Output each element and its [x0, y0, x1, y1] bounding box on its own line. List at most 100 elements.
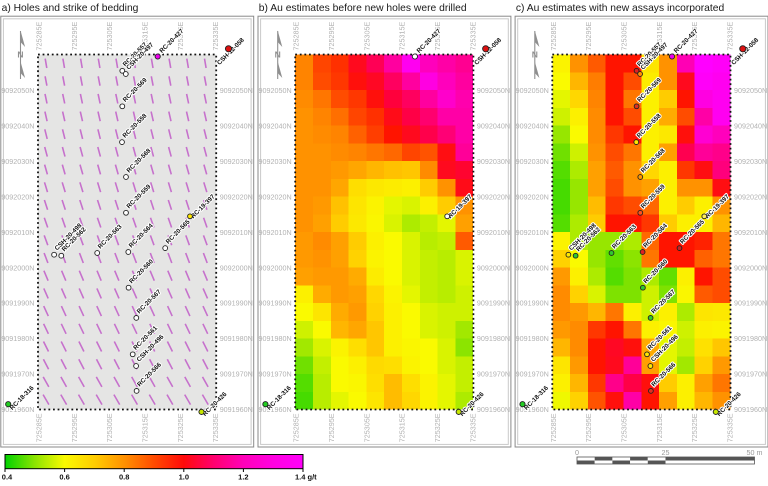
svg-text:9092020N: 9092020N: [477, 192, 510, 201]
svg-text:725335E: 725335E: [726, 413, 735, 442]
svg-text:9092040N: 9092040N: [516, 122, 549, 131]
svg-text:9091970N: 9091970N: [1, 370, 34, 379]
svg-text:9091960N: 9091960N: [259, 405, 292, 414]
svg-text:9092030N: 9092030N: [516, 157, 549, 166]
svg-text:725295E: 725295E: [327, 22, 336, 51]
svg-text:9092010N: 9092010N: [516, 228, 549, 237]
svg-text:725315E: 725315E: [655, 413, 664, 442]
svg-text:9091970N: 9091970N: [477, 370, 510, 379]
svg-text:9092030N: 9092030N: [259, 157, 292, 166]
svg-text:9092040N: 9092040N: [1, 122, 34, 131]
svg-text:725285E: 725285E: [549, 22, 558, 51]
svg-text:9091960N: 9091960N: [220, 405, 253, 414]
svg-text:9092000N: 9092000N: [259, 263, 292, 272]
svg-text:a) Holes and strike of bedding: a) Holes and strike of bedding: [2, 3, 139, 14]
svg-text:9091970N: 9091970N: [516, 370, 549, 379]
svg-text:9092020N: 9092020N: [516, 192, 549, 201]
svg-text:9092000N: 9092000N: [220, 263, 253, 272]
svg-text:1.0: 1.0: [179, 473, 189, 482]
svg-text:9091980N: 9091980N: [1, 334, 34, 343]
svg-text:725305E: 725305E: [620, 22, 629, 51]
svg-text:9091980N: 9091980N: [220, 334, 253, 343]
svg-text:9091990N: 9091990N: [220, 299, 253, 308]
svg-text:725325E: 725325E: [176, 413, 185, 442]
svg-text:725315E: 725315E: [655, 22, 664, 51]
svg-text:b) Au estimates before new hol: b) Au estimates before new holes were dr…: [259, 3, 467, 14]
svg-text:9092040N: 9092040N: [734, 122, 767, 131]
svg-text:9092030N: 9092030N: [1, 157, 34, 166]
svg-text:9091960N: 9091960N: [477, 405, 510, 414]
svg-text:N: N: [275, 50, 281, 60]
svg-text:725325E: 725325E: [176, 22, 185, 51]
svg-text:1.4 g/t: 1.4 g/t: [295, 473, 317, 482]
svg-text:725335E: 725335E: [211, 413, 220, 442]
svg-text:c) Au estimates with new assay: c) Au estimates with new assays incorpor…: [516, 3, 725, 14]
svg-text:725335E: 725335E: [211, 22, 220, 51]
svg-text:725285E: 725285E: [549, 413, 558, 442]
svg-text:N: N: [17, 50, 23, 60]
svg-text:9092050N: 9092050N: [477, 86, 510, 95]
svg-text:9092040N: 9092040N: [477, 122, 510, 131]
svg-text:9092000N: 9092000N: [734, 263, 767, 272]
svg-text:725305E: 725305E: [362, 413, 371, 442]
svg-text:N: N: [532, 50, 538, 60]
svg-text:9092010N: 9092010N: [477, 228, 510, 237]
svg-text:725295E: 725295E: [327, 413, 336, 442]
svg-text:1.2: 1.2: [238, 473, 248, 482]
svg-text:9091980N: 9091980N: [477, 334, 510, 343]
svg-text:9092000N: 9092000N: [516, 263, 549, 272]
svg-text:9092020N: 9092020N: [220, 192, 253, 201]
svg-text:725295E: 725295E: [70, 22, 79, 51]
svg-text:725285E: 725285E: [35, 413, 44, 442]
svg-text:725295E: 725295E: [584, 413, 593, 442]
svg-text:9092020N: 9092020N: [1, 192, 34, 201]
svg-text:9092040N: 9092040N: [220, 122, 253, 131]
svg-text:725295E: 725295E: [70, 413, 79, 442]
svg-text:9092040N: 9092040N: [259, 122, 292, 131]
svg-text:9092030N: 9092030N: [734, 157, 767, 166]
svg-text:9092050N: 9092050N: [1, 86, 34, 95]
svg-text:9092020N: 9092020N: [259, 192, 292, 201]
svg-text:9092030N: 9092030N: [220, 157, 253, 166]
svg-text:0.4: 0.4: [2, 473, 13, 482]
svg-text:725335E: 725335E: [468, 413, 477, 442]
svg-text:725325E: 725325E: [433, 22, 442, 51]
svg-text:725335E: 725335E: [726, 22, 735, 51]
svg-text:9091990N: 9091990N: [1, 299, 34, 308]
svg-text:725285E: 725285E: [35, 22, 44, 51]
svg-text:9091990N: 9091990N: [516, 299, 549, 308]
svg-text:9091970N: 9091970N: [734, 370, 767, 379]
svg-text:725325E: 725325E: [690, 22, 699, 51]
svg-text:725315E: 725315E: [141, 22, 150, 51]
svg-text:9091960N: 9091960N: [516, 405, 549, 414]
svg-text:0: 0: [575, 448, 579, 457]
svg-text:725285E: 725285E: [292, 22, 301, 51]
svg-text:9091970N: 9091970N: [220, 370, 253, 379]
svg-text:9092010N: 9092010N: [1, 228, 34, 237]
svg-text:9092050N: 9092050N: [259, 86, 292, 95]
svg-text:725295E: 725295E: [584, 22, 593, 51]
svg-text:9092010N: 9092010N: [220, 228, 253, 237]
svg-text:25: 25: [662, 448, 670, 457]
svg-text:9091980N: 9091980N: [259, 334, 292, 343]
svg-text:0.6: 0.6: [59, 473, 69, 482]
svg-text:0.8: 0.8: [119, 473, 129, 482]
svg-text:9091960N: 9091960N: [734, 405, 767, 414]
svg-text:9091960N: 9091960N: [1, 405, 34, 414]
svg-text:9091990N: 9091990N: [259, 299, 292, 308]
svg-text:9092000N: 9092000N: [477, 263, 510, 272]
svg-text:50 m: 50 m: [747, 448, 763, 457]
svg-text:725315E: 725315E: [398, 413, 407, 442]
svg-text:9092010N: 9092010N: [734, 228, 767, 237]
svg-text:9091970N: 9091970N: [259, 370, 292, 379]
svg-text:9092050N: 9092050N: [220, 86, 253, 95]
svg-text:9092050N: 9092050N: [734, 86, 767, 95]
svg-text:725335E: 725335E: [468, 22, 477, 51]
svg-text:725325E: 725325E: [690, 413, 699, 442]
svg-text:725305E: 725305E: [620, 413, 629, 442]
svg-text:9092030N: 9092030N: [477, 157, 510, 166]
svg-text:9092010N: 9092010N: [259, 228, 292, 237]
svg-text:9091990N: 9091990N: [477, 299, 510, 308]
svg-text:9091990N: 9091990N: [734, 299, 767, 308]
svg-text:725325E: 725325E: [433, 413, 442, 442]
